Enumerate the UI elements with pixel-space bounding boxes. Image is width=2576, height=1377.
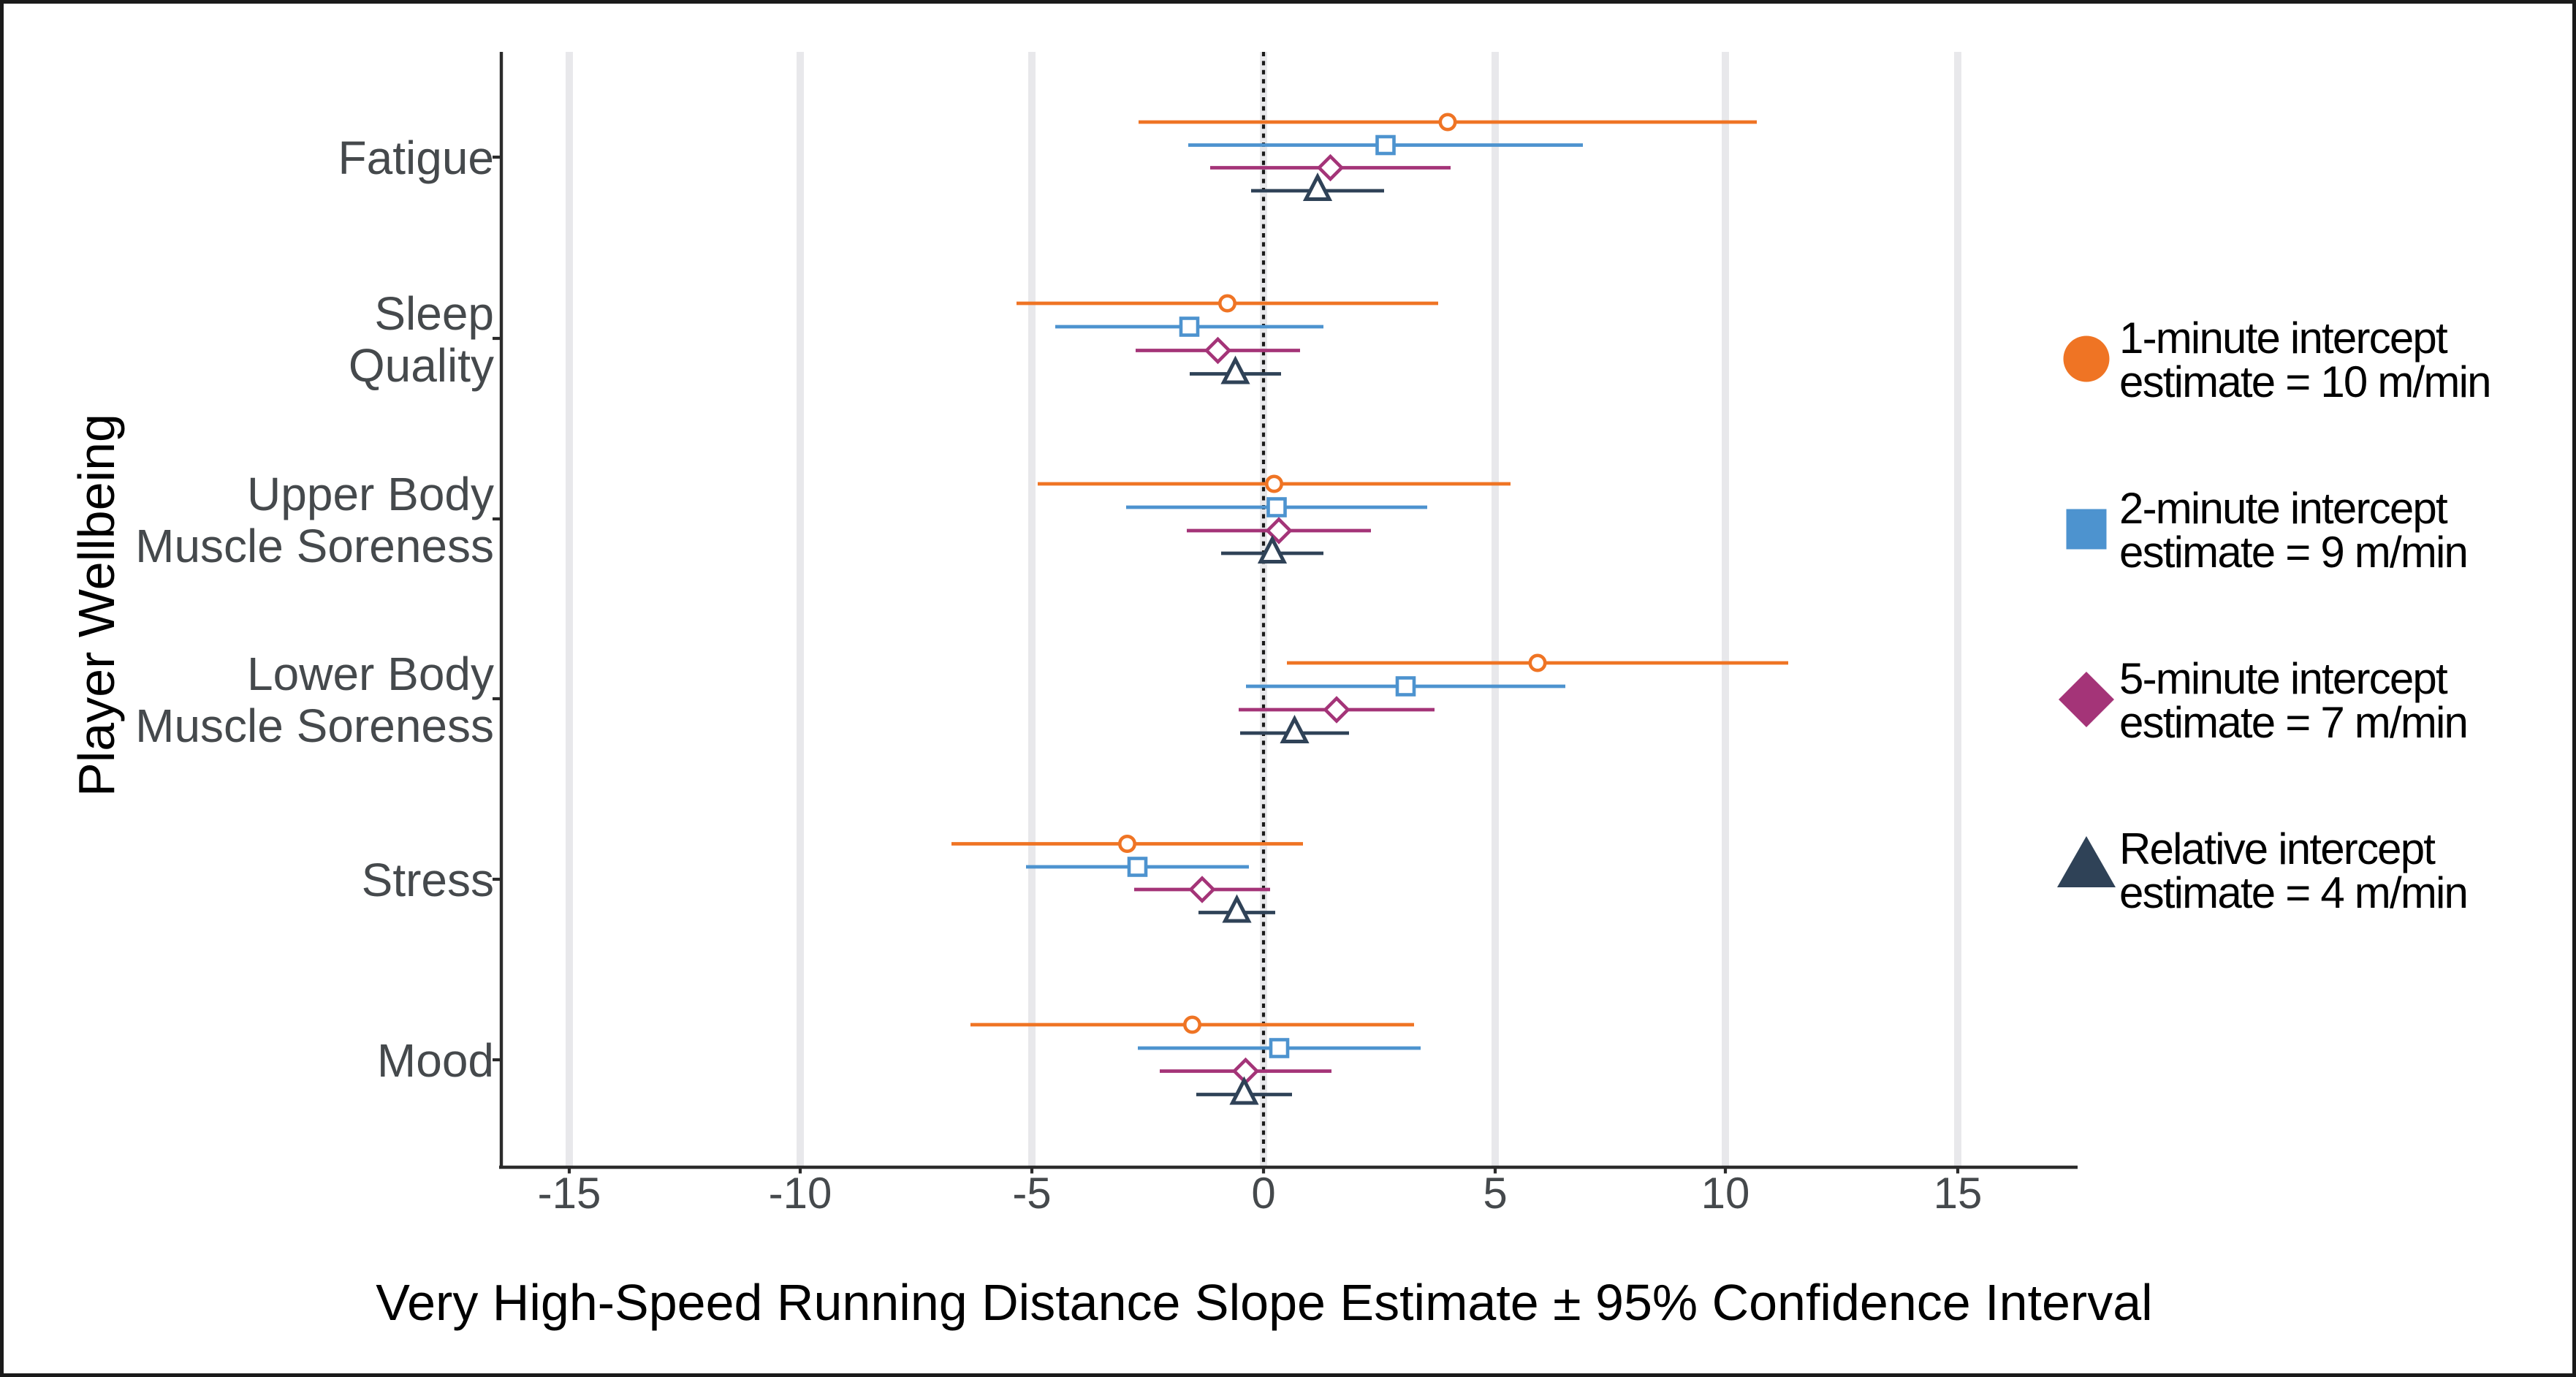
svg-text:estimate = 4 m/min: estimate = 4 m/min <box>2119 868 2467 917</box>
svg-text:Sleep: Sleep <box>374 287 494 340</box>
svg-text:5-minute intercept: 5-minute intercept <box>2119 654 2448 703</box>
svg-text:Relative intercept: Relative intercept <box>2119 824 2436 873</box>
svg-text:-15: -15 <box>538 1169 601 1218</box>
svg-text:Very High-Speed Running Distan: Very High-Speed Running Distance Slope E… <box>376 1274 2152 1331</box>
svg-text:Mood: Mood <box>377 1034 494 1087</box>
svg-text:-5: -5 <box>1012 1169 1051 1218</box>
svg-text:Quality: Quality <box>349 339 494 392</box>
svg-text:Stress: Stress <box>362 854 494 906</box>
svg-text:2-minute intercept: 2-minute intercept <box>2119 484 2448 533</box>
svg-text:5: 5 <box>1483 1169 1507 1218</box>
svg-text:Lower Body: Lower Body <box>247 648 494 700</box>
svg-text:estimate = 9 m/min: estimate = 9 m/min <box>2119 528 2467 577</box>
svg-text:0: 0 <box>1251 1169 1275 1218</box>
svg-text:Muscle Soreness: Muscle Soreness <box>135 520 494 572</box>
svg-text:1-minute intercept: 1-minute intercept <box>2119 314 2448 363</box>
svg-text:Muscle Soreness: Muscle Soreness <box>135 699 494 752</box>
svg-text:estimate = 10 m/min: estimate = 10 m/min <box>2119 357 2490 406</box>
svg-text:10: 10 <box>1701 1169 1750 1218</box>
svg-text:Fatigue: Fatigue <box>338 132 494 184</box>
svg-text:Upper Body: Upper Body <box>247 468 494 520</box>
svg-text:Player Wellbeing: Player Wellbeing <box>68 414 125 797</box>
svg-text:-10: -10 <box>769 1169 832 1218</box>
svg-text:15: 15 <box>1934 1169 1983 1218</box>
svg-text:estimate = 7 m/min: estimate = 7 m/min <box>2119 698 2467 747</box>
